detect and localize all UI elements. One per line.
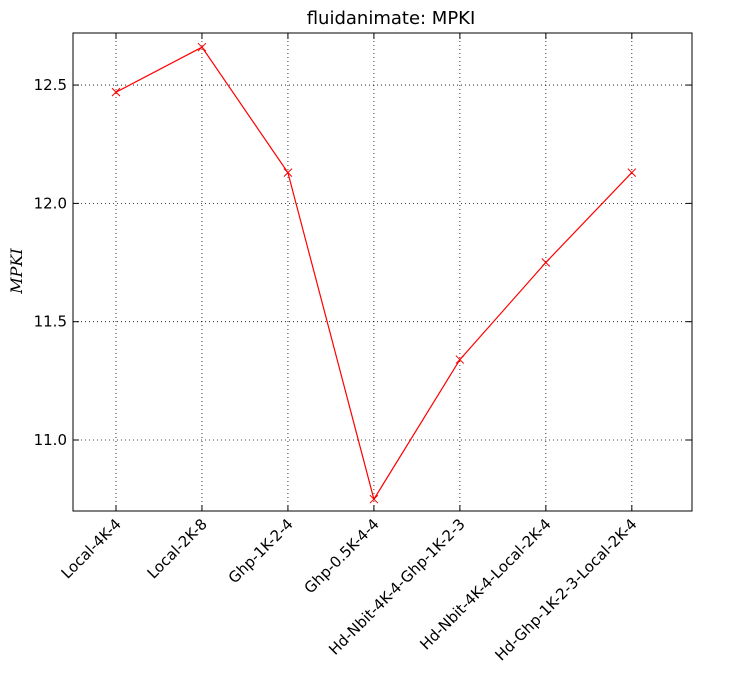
x-tick-label: Hd-Nbit-4K-4-Ghp-1K-2-3 <box>325 515 468 658</box>
ticks <box>73 33 692 511</box>
data-point-marker <box>283 168 293 177</box>
y-tick-label: 12.0 <box>34 194 67 212</box>
data-point-marker <box>369 494 379 504</box>
plot-area-frame <box>72 32 693 512</box>
x-tick-labels: Local-4K-4 Local-2K-8 Ghp-1K-2-4 Ghp-0.5K-4… <box>58 515 641 664</box>
y-tick-label: 12.5 <box>34 76 67 94</box>
x-tick-label: Ghp-1K-2-4 <box>225 515 297 587</box>
y-tick-label: 11.5 <box>34 313 67 331</box>
x-tick-label: Local-4K-4 <box>58 515 125 582</box>
data-point-marker <box>627 168 637 177</box>
chart-title: fluidanimate: MPKI <box>307 8 476 29</box>
data-point-marker <box>111 87 121 97</box>
y-tick-labels: 11.0 11.5 12.0 12.5 <box>34 76 67 449</box>
data-point-marker <box>541 258 551 267</box>
x-tick-label: Hd-Ghp-1K-2-3-Local-2K-4 <box>491 515 640 664</box>
x-tick-label: Ghp-0.5K-4-4 <box>301 515 383 597</box>
data-point-marker <box>455 355 465 364</box>
data-point-marker <box>197 42 207 52</box>
y-axis-label: MPKI <box>7 248 26 295</box>
grid <box>73 33 692 511</box>
marker-layer <box>111 42 637 504</box>
x-tick-label: Local-2K-8 <box>144 515 211 582</box>
y-tick-label: 11.0 <box>34 431 67 449</box>
